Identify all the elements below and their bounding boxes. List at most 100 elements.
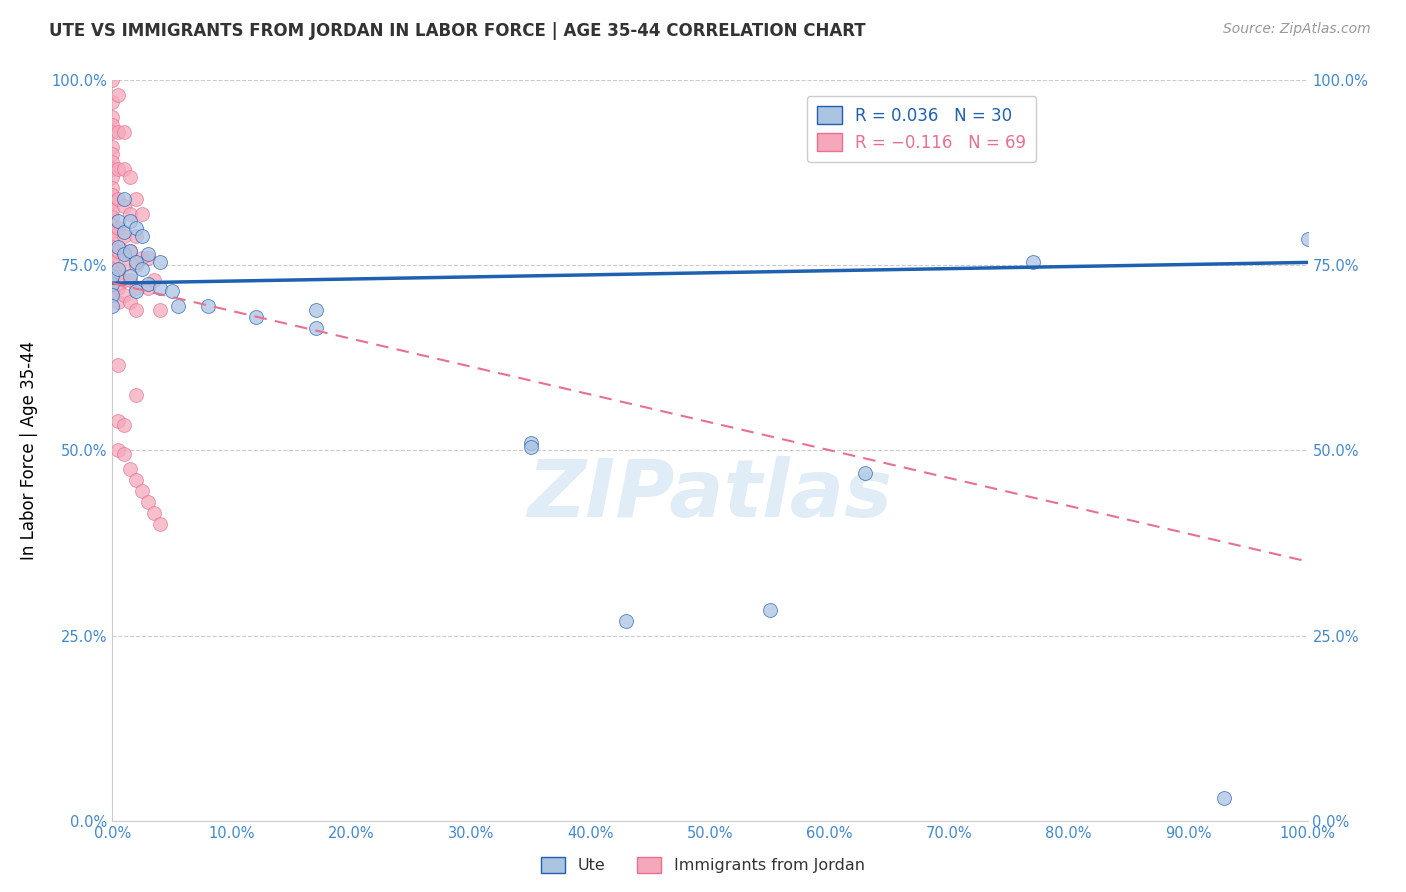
Point — [101, 111, 124, 125]
Point — [107, 443, 129, 458]
Text: Source: ZipAtlas.com: Source: ZipAtlas.com — [1223, 22, 1371, 37]
Point — [101, 195, 124, 210]
Point — [107, 280, 129, 294]
Point — [107, 295, 129, 310]
Point — [101, 154, 124, 169]
Point — [138, 495, 160, 509]
Point — [149, 517, 172, 532]
Point — [101, 269, 124, 284]
Point — [107, 125, 129, 139]
Point — [125, 221, 148, 235]
Point — [101, 125, 124, 139]
Point — [101, 254, 124, 268]
Point — [855, 466, 877, 480]
Point — [125, 302, 148, 317]
Point — [520, 440, 543, 454]
Point — [114, 417, 135, 432]
Point — [101, 269, 124, 284]
Point — [114, 125, 135, 139]
Point — [138, 280, 160, 294]
Point — [101, 140, 124, 154]
Point — [1022, 254, 1045, 268]
Point — [101, 188, 124, 202]
Point — [138, 251, 160, 265]
Point — [125, 254, 148, 268]
Point — [101, 247, 124, 261]
Point — [167, 299, 190, 313]
Point — [101, 73, 124, 87]
Point — [149, 280, 172, 294]
Point — [120, 295, 142, 310]
Point — [759, 602, 782, 616]
Point — [131, 251, 153, 265]
Point — [125, 192, 148, 206]
Point — [101, 277, 124, 291]
Point — [138, 247, 160, 261]
Point — [162, 285, 183, 299]
Point — [197, 299, 219, 313]
Point — [101, 285, 124, 299]
Point — [107, 240, 129, 254]
Point — [125, 228, 148, 243]
Point — [107, 262, 129, 277]
Point — [114, 288, 135, 302]
Point — [101, 147, 124, 161]
Legend: R = 0.036   N = 30, R = −0.116   N = 69: R = 0.036 N = 30, R = −0.116 N = 69 — [807, 96, 1036, 161]
Point — [120, 462, 142, 476]
Point — [616, 614, 638, 628]
Point — [101, 288, 124, 302]
Text: ZIPatlas: ZIPatlas — [527, 456, 893, 534]
Point — [114, 247, 135, 261]
Point — [131, 206, 153, 220]
Point — [107, 266, 129, 280]
Y-axis label: In Labor Force | Age 35-44: In Labor Force | Age 35-44 — [20, 341, 38, 560]
Point — [120, 244, 142, 258]
Point — [120, 244, 142, 258]
Point — [125, 473, 148, 487]
Point — [114, 199, 135, 213]
Point — [101, 169, 124, 184]
Point — [131, 262, 153, 277]
Point — [120, 273, 142, 287]
Point — [101, 180, 124, 194]
Text: UTE VS IMMIGRANTS FROM JORDAN IN LABOR FORCE | AGE 35-44 CORRELATION CHART: UTE VS IMMIGRANTS FROM JORDAN IN LABOR F… — [49, 22, 866, 40]
Point — [114, 228, 135, 243]
Point — [107, 214, 129, 228]
Point — [305, 321, 328, 335]
Point — [101, 118, 124, 132]
Point — [114, 225, 135, 239]
Point — [125, 285, 148, 299]
Point — [131, 228, 153, 243]
Point — [114, 244, 135, 258]
Point — [101, 211, 124, 225]
Point — [125, 259, 148, 273]
Point — [125, 280, 148, 294]
Point — [101, 225, 124, 239]
Point — [107, 414, 129, 428]
Point — [107, 192, 129, 206]
Point — [120, 269, 142, 284]
Point — [114, 447, 135, 461]
Point — [245, 310, 267, 325]
Point — [101, 232, 124, 246]
Legend: Ute, Immigrants from Jordan: Ute, Immigrants from Jordan — [534, 850, 872, 880]
Point — [131, 484, 153, 499]
Point — [107, 359, 129, 373]
Point — [114, 273, 135, 287]
Point — [120, 169, 142, 184]
Point — [107, 162, 129, 177]
Point — [101, 95, 124, 110]
Point — [138, 277, 160, 291]
Point — [114, 192, 135, 206]
Point — [107, 88, 129, 103]
Point — [305, 302, 328, 317]
Point — [120, 206, 142, 220]
Point — [107, 221, 129, 235]
Point — [101, 240, 124, 254]
Point — [120, 214, 142, 228]
Point — [101, 162, 124, 177]
Point — [143, 273, 166, 287]
Point — [149, 302, 172, 317]
Point — [101, 218, 124, 232]
Point — [101, 299, 124, 313]
